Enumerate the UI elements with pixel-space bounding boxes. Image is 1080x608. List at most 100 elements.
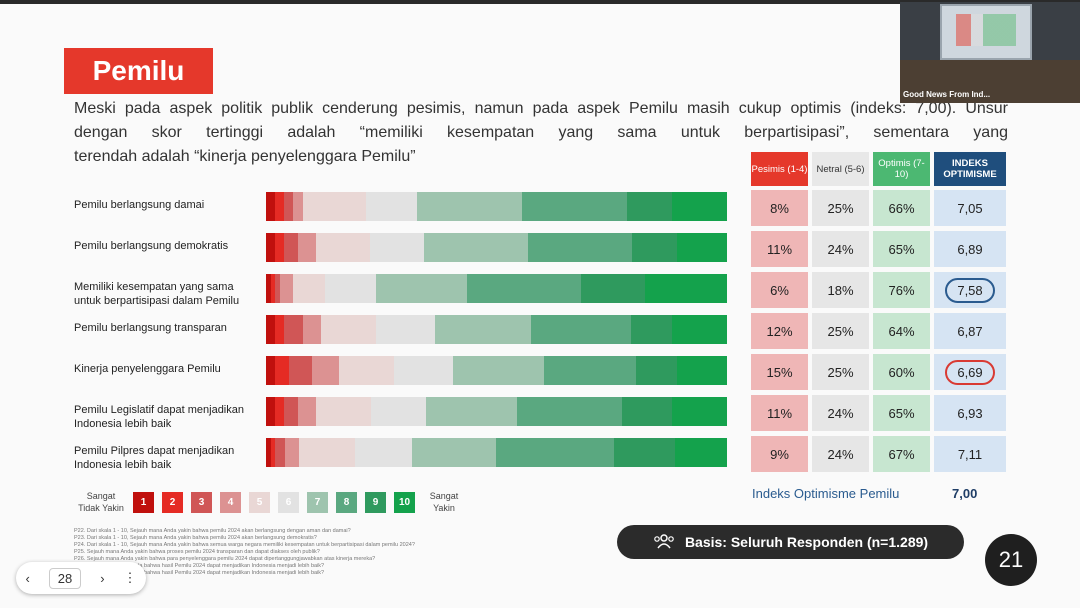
- netral-value-text: 24%: [827, 241, 854, 257]
- bar-segment: [672, 397, 727, 426]
- more-vertical-icon[interactable]: ⋮: [123, 570, 137, 585]
- intro-text: Meski pada aspek politik publik cenderun…: [74, 97, 1008, 169]
- pesimis-value: 9%: [751, 436, 808, 472]
- optimis-value: 60%: [873, 354, 930, 390]
- netral-value: 24%: [812, 395, 869, 431]
- bar-segment: [284, 397, 298, 426]
- header-optimis: Optimis (7-10): [873, 152, 930, 186]
- bar-segment: [266, 315, 276, 344]
- bar-segment: [530, 315, 632, 344]
- bar-segment: [302, 315, 321, 344]
- optimis-value: 67%: [873, 436, 930, 472]
- footnote-line: P28. - Seberapa yakin Anda bahwa hasil P…: [74, 570, 325, 576]
- indeks-value-text: 6,69: [945, 359, 995, 385]
- bar-segment: [270, 438, 276, 467]
- netral-value: 18%: [812, 272, 869, 308]
- footnote-line: P22. Dari skala 1 - 10, Sejauh mana Anda…: [74, 528, 351, 534]
- netral-value-text: 25%: [827, 323, 854, 339]
- stacked-bar: [266, 274, 727, 303]
- legend-swatch: 8: [336, 492, 357, 513]
- indeks-value: 6,69: [934, 354, 1006, 390]
- header-pesimis: Pesimis (1-4): [751, 152, 808, 186]
- bar-segment: [375, 274, 467, 303]
- bar-segment: [370, 397, 426, 426]
- indeks-value-text: 6,87: [957, 323, 983, 339]
- bar-segment: [325, 274, 376, 303]
- bar-segment: [621, 397, 673, 426]
- bar-segment: [270, 274, 276, 303]
- bar-segment: [339, 356, 394, 385]
- pesimis-value-text: 9%: [770, 446, 789, 462]
- row-label: Pemilu berlangsung demokratis: [74, 240, 229, 252]
- slide-pager: ‹ 28 › ⋮: [16, 562, 146, 594]
- row-label: Memiliki kesempatan yang sama untuk berp…: [74, 281, 240, 307]
- summary-label: Indeks Optimisme Pemilu: [752, 486, 900, 501]
- pesimis-value-text: 6%: [770, 282, 789, 298]
- pesimis-value: 15%: [751, 354, 808, 390]
- bar-segment: [676, 356, 727, 385]
- stacked-bar: [266, 315, 727, 344]
- optimis-value-text: 67%: [888, 446, 915, 462]
- stacked-bar: [266, 397, 727, 426]
- bar-segment: [416, 192, 522, 221]
- optimis-value-text: 65%: [888, 405, 915, 421]
- indeks-value: 7,05: [934, 190, 1006, 226]
- optimis-value: 65%: [873, 395, 930, 431]
- netral-value: 24%: [812, 436, 869, 472]
- row-label: Pemilu berlangsung damai: [74, 199, 205, 211]
- footnote-line: P24. Dari skala 1 - 10, Sejauh mana Anda…: [74, 542, 415, 548]
- bar-segment: [320, 315, 376, 344]
- bar-segment: [672, 315, 727, 344]
- bar-segment: [275, 315, 285, 344]
- slide: Pemilu Meski pada aspek politik publik c…: [0, 4, 1080, 608]
- bar-segment: [297, 233, 316, 262]
- optimis-value-text: 65%: [888, 241, 915, 257]
- bar-segment: [316, 397, 371, 426]
- netral-value: 24%: [812, 231, 869, 267]
- bar-segment: [293, 274, 326, 303]
- bar-segment: [411, 438, 497, 467]
- bar-segment: [580, 274, 645, 303]
- video-caption: Good News From Ind...: [903, 90, 991, 99]
- intro-line: dengan skor tertinggi adalah “memiliki k…: [74, 124, 1008, 141]
- chevron-left-icon[interactable]: ‹: [25, 570, 30, 586]
- pager-current[interactable]: 28: [48, 567, 82, 589]
- bar-segment: [424, 233, 529, 262]
- bar-segment: [266, 356, 276, 385]
- bar-segment: [672, 192, 727, 221]
- bar-segment: [453, 356, 545, 385]
- indeks-value: 6,93: [934, 395, 1006, 431]
- row-label: Kinerja penyelenggara Pemilu: [74, 363, 221, 375]
- optimis-value: 66%: [873, 190, 930, 226]
- netral-value: 25%: [812, 313, 869, 349]
- legend-swatch: 10: [394, 492, 415, 513]
- bar-segment: [369, 233, 425, 262]
- bar-segment: [284, 192, 294, 221]
- bar-segment: [315, 233, 370, 262]
- legend-swatch: 9: [365, 492, 386, 513]
- optimis-value: 76%: [873, 272, 930, 308]
- video-thumbnail[interactable]: Good News From Ind...: [900, 2, 1080, 103]
- bar-segment: [275, 192, 285, 221]
- pesimis-value: 12%: [751, 313, 808, 349]
- stacked-bar: [266, 356, 727, 385]
- bar-segment: [626, 192, 673, 221]
- optimis-value-text: 64%: [888, 323, 915, 339]
- bar-segment: [279, 274, 294, 303]
- bar-segment: [425, 397, 517, 426]
- legend-right-label: Sangat Yakin: [429, 491, 459, 513]
- intro-line: Meski pada aspek politik publik cenderun…: [74, 100, 1008, 117]
- netral-value: 25%: [812, 354, 869, 390]
- bar-segment: [266, 274, 271, 303]
- footnote-line: P23. Dari skala 1 - 10, Sejauh mana Anda…: [74, 535, 317, 541]
- bar-segment: [284, 438, 299, 467]
- bar-segment: [288, 356, 312, 385]
- bar-segment: [275, 438, 285, 467]
- video-screen-content: [956, 14, 1016, 46]
- indeks-value: 6,89: [934, 231, 1006, 267]
- pesimis-value-text: 15%: [766, 364, 793, 380]
- chevron-right-icon[interactable]: ›: [100, 570, 105, 586]
- footnote-line: P26. Sejauh mana Anda yakin bahwa para p…: [74, 556, 376, 562]
- bar-segment: [375, 315, 435, 344]
- bar-segment: [528, 233, 633, 262]
